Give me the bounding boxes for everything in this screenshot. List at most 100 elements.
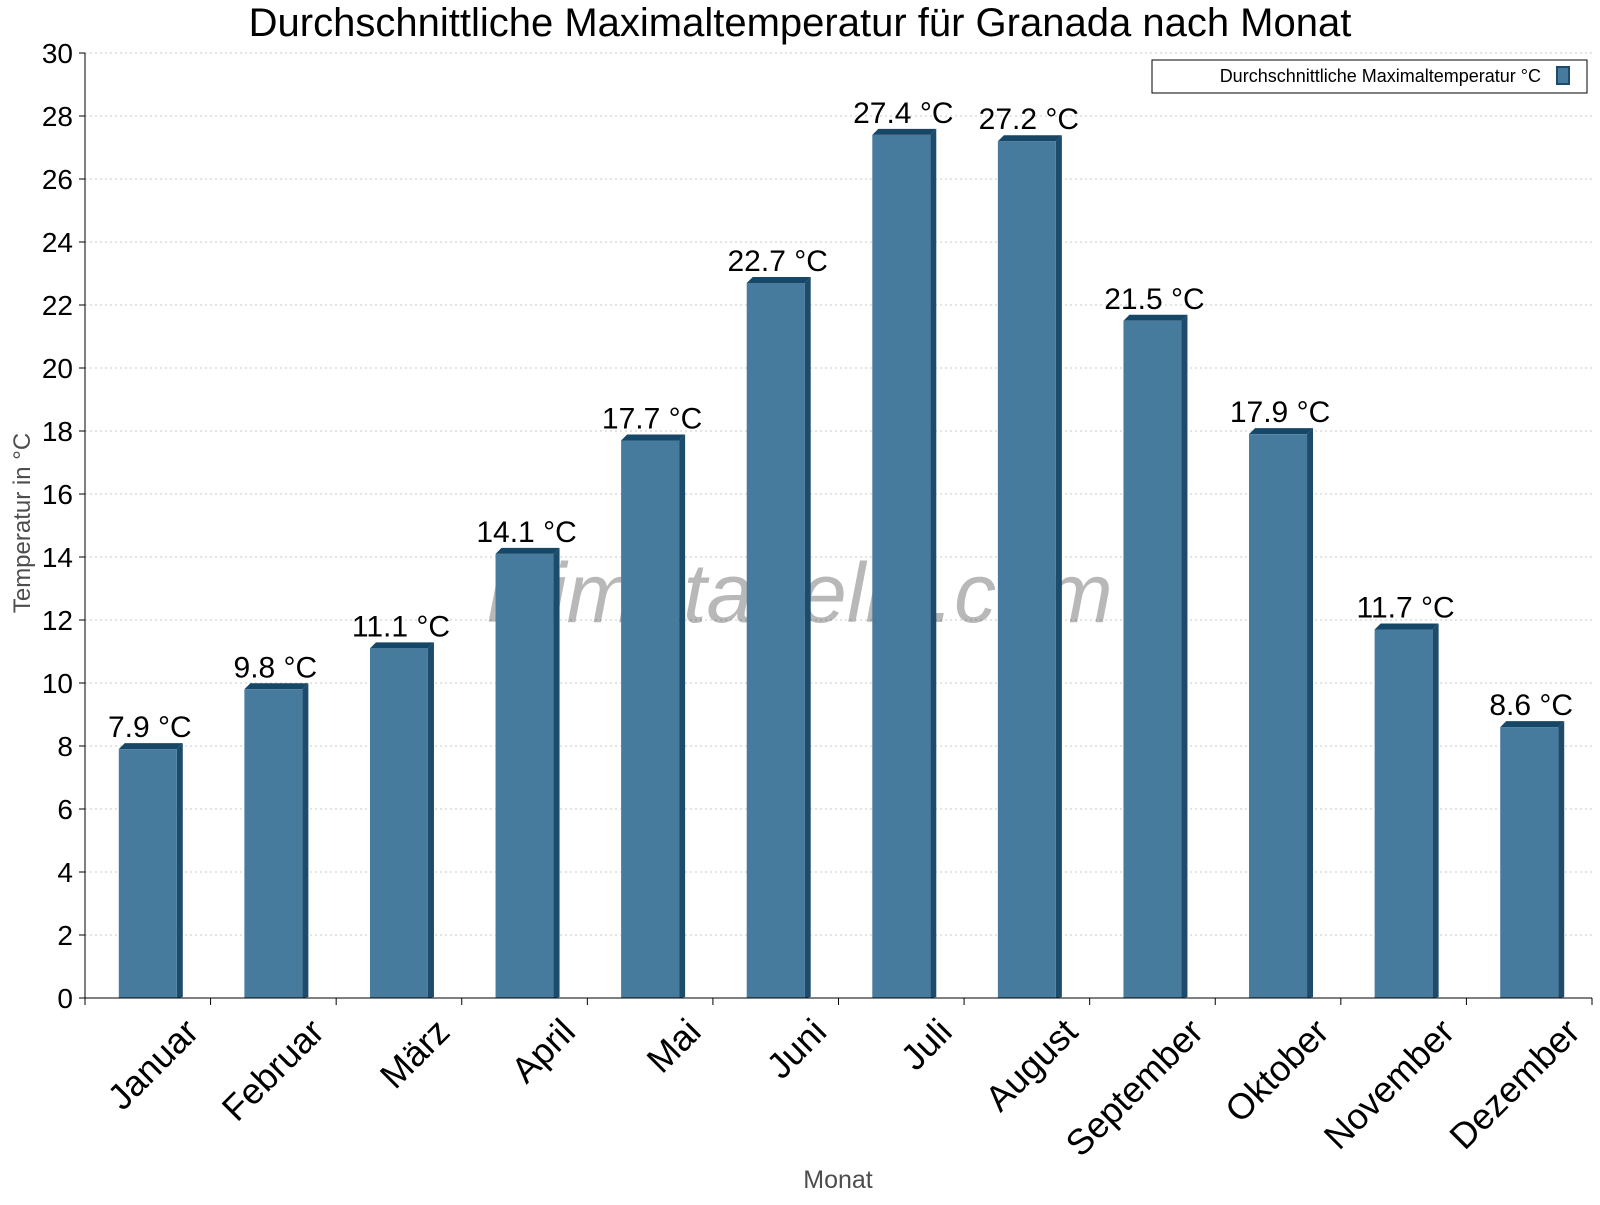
x-tick-labels: Januar Februar März April Mai Juni Juli AugustS… (99, 1011, 1587, 1165)
bar-side (1432, 623, 1439, 998)
bar-face (495, 553, 554, 998)
y-tick-label: 26 (42, 164, 73, 195)
legend-swatch (1556, 66, 1570, 85)
data-labels: 7.9 °C 9.8 °C 11.1 °C 14.1 °C 17.7 °C 22.7 °C… (108, 97, 1573, 744)
bar-side (679, 434, 686, 998)
x-tick-label: Januar (99, 1011, 206, 1118)
bar-side (804, 276, 811, 998)
bar-top (621, 434, 686, 441)
x-tick-label: Dezember (1441, 1011, 1587, 1157)
bar-top (495, 547, 560, 554)
data-label: 7.9 °C (108, 711, 192, 744)
bar-face (997, 141, 1056, 998)
bar-face (118, 749, 177, 998)
y-tick-label: 4 (57, 857, 73, 888)
data-label: 21.5 °C (1104, 283, 1204, 316)
bar-face (1374, 629, 1433, 998)
y-tick-label: 8 (57, 731, 73, 762)
x-tick-label: Oktober (1217, 1011, 1337, 1131)
bar-top (872, 128, 937, 135)
y-tick-label: 6 (57, 794, 73, 825)
bar (1249, 428, 1314, 998)
y-tick-label: 12 (42, 605, 73, 636)
bar-top (244, 683, 309, 690)
bar-top (118, 743, 183, 750)
y-tick-label: 28 (42, 101, 73, 132)
y-tick-label: 10 (42, 668, 73, 699)
x-tick-label: November (1316, 1011, 1462, 1157)
data-label: 8.6 °C (1489, 689, 1573, 722)
bar-side (930, 128, 937, 998)
bar-side (302, 683, 309, 998)
bars (118, 128, 1565, 998)
bar-side (1055, 135, 1062, 998)
y-tick-label: 18 (42, 416, 73, 447)
bar-face (872, 134, 931, 998)
x-tick-label: April (503, 1011, 583, 1091)
y-tick-label: 14 (42, 542, 73, 573)
x-tick-label: August (977, 1011, 1085, 1119)
bar-top (997, 135, 1062, 142)
bar (244, 683, 309, 998)
bar-top (369, 642, 434, 649)
y-tick-label: 20 (42, 353, 73, 384)
data-label: 22.7 °C (728, 245, 828, 278)
bar-side (1181, 314, 1188, 998)
bar (746, 276, 811, 998)
bar (1374, 623, 1439, 998)
bar (1500, 721, 1565, 998)
y-tick-label: 30 (42, 38, 73, 69)
bar-side (1307, 428, 1314, 998)
bar (872, 128, 937, 998)
bar-top (1500, 721, 1565, 728)
x-axis-title: Monat (803, 1166, 873, 1194)
data-label: 17.9 °C (1230, 396, 1330, 429)
x-tick-label: Juni (758, 1011, 834, 1087)
bar-side (427, 642, 434, 998)
bar-top (746, 276, 811, 283)
axes (79, 52, 1593, 1005)
y-tick-label: 16 (42, 479, 73, 510)
legend: Durchschnittliche Maximaltemperatur °C (1151, 59, 1588, 94)
data-label: 27.2 °C (979, 103, 1079, 136)
chart-title: Durchschnittliche Maximaltemperatur für … (249, 1, 1352, 45)
data-label: 14.1 °C (476, 516, 576, 549)
bar-side (553, 547, 560, 998)
y-tick-label: 22 (42, 290, 73, 321)
data-label: 9.8 °C (234, 651, 318, 684)
y-tick-label: 2 (57, 920, 73, 951)
bar-side (1558, 721, 1565, 998)
bar (118, 743, 183, 998)
x-tick-label: März (372, 1011, 458, 1097)
data-label: 17.7 °C (602, 402, 702, 435)
gridlines (85, 52, 1592, 936)
y-tick-label: 0 (57, 983, 73, 1014)
bar-face (621, 440, 680, 998)
bar (369, 642, 434, 998)
bar-face (746, 282, 805, 998)
legend-box (1151, 59, 1588, 94)
x-tick-label: Mai (639, 1011, 709, 1081)
bar-face (1123, 320, 1182, 998)
bar (997, 135, 1062, 998)
bar-face (244, 689, 303, 998)
y-tick-label: 24 (42, 227, 73, 258)
bar-face (1249, 434, 1308, 998)
data-label: 27.4 °C (853, 97, 953, 130)
bar-top (1123, 314, 1188, 321)
x-tick-label: September (1057, 1011, 1211, 1165)
bar-side (176, 743, 183, 998)
y-axis-title: Temperatur in °C (9, 433, 36, 613)
data-label: 11.1 °C (352, 610, 450, 643)
bar (495, 547, 560, 998)
bar-top (1374, 623, 1439, 630)
bar-face (369, 648, 428, 998)
x-tick-label: Februar (214, 1011, 332, 1129)
legend-label: Durchschnittliche Maximaltemperatur °C (1220, 66, 1541, 86)
bar (621, 434, 686, 998)
bar (1123, 314, 1188, 998)
bar-top (1249, 428, 1314, 435)
